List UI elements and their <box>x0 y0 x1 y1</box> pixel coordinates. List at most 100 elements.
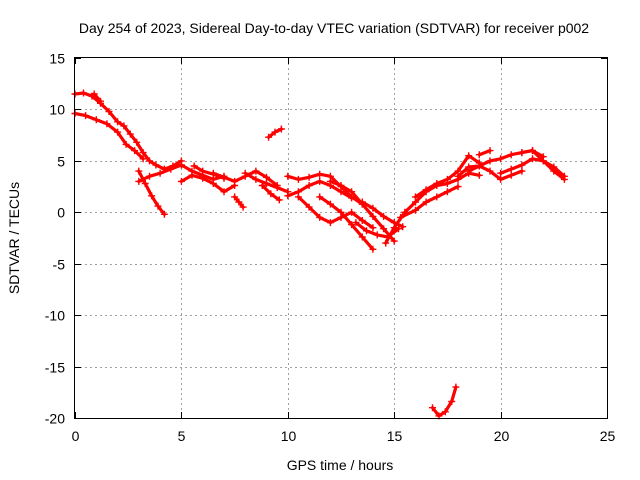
data-point <box>507 171 515 179</box>
data-point <box>433 180 441 187</box>
data-point <box>305 173 313 181</box>
data-point <box>441 408 449 416</box>
data-point <box>277 125 285 133</box>
series-line <box>384 171 481 245</box>
data-point <box>390 224 398 232</box>
data-point <box>412 193 419 201</box>
data-point <box>231 177 239 185</box>
data-point <box>475 171 483 179</box>
series-line <box>296 195 375 230</box>
data-point <box>529 155 536 163</box>
data-point <box>316 193 324 201</box>
data-point <box>135 177 143 185</box>
data-point <box>235 198 243 206</box>
data-point <box>146 157 153 165</box>
data-point <box>190 162 198 170</box>
axis-ticks <box>75 58 608 419</box>
data-point <box>433 193 441 201</box>
data-point <box>348 188 356 196</box>
data-point <box>114 118 122 126</box>
data-point <box>326 177 334 185</box>
data-point <box>263 180 270 187</box>
data-point <box>133 138 141 146</box>
data-point <box>154 202 162 210</box>
data-point <box>465 152 473 160</box>
data-point <box>337 182 345 189</box>
data-point <box>294 193 302 201</box>
data-point <box>448 398 456 405</box>
series-track-j <box>241 169 292 196</box>
data-point <box>507 151 515 159</box>
y-tick-label: 10 <box>49 102 65 118</box>
data-point <box>258 182 266 189</box>
series-track-i <box>231 193 247 211</box>
series-track-w <box>454 162 526 183</box>
series-track-v <box>412 152 483 201</box>
data-point <box>390 237 398 245</box>
data-point <box>348 208 356 216</box>
x-tick-label: 20 <box>494 428 510 444</box>
data-point <box>131 147 139 155</box>
data-point <box>265 133 273 141</box>
series-track-k <box>258 182 283 204</box>
series-track-l <box>265 125 285 141</box>
data-point <box>105 108 113 115</box>
data-point <box>275 196 283 204</box>
data-point <box>284 172 292 180</box>
series-track-a <box>71 89 185 173</box>
y-tick-label: -5 <box>53 257 66 273</box>
x-axis-tick-labels: 0 5 10 15 20 25 <box>72 428 616 444</box>
chart-title: Day 254 of 2023, Sidereal Day-to-day VTE… <box>79 20 589 36</box>
y-tick-label: -15 <box>45 360 65 376</box>
data-point <box>352 219 360 227</box>
data-point <box>348 221 356 229</box>
data-point <box>326 200 334 208</box>
data-point <box>252 167 260 175</box>
data-point <box>141 180 149 187</box>
data-point <box>373 231 381 239</box>
series-track-y <box>475 147 494 159</box>
grid <box>75 58 607 418</box>
data-point <box>126 130 134 138</box>
data-point <box>358 233 366 241</box>
series-line <box>179 173 237 194</box>
data-point <box>422 198 430 206</box>
y-tick-label: 0 <box>57 205 65 221</box>
data-point <box>220 173 228 181</box>
data-point <box>443 175 451 183</box>
data-point <box>305 182 313 189</box>
x-tick-label: 0 <box>72 428 80 444</box>
data-point <box>156 169 164 177</box>
data-point <box>120 122 128 130</box>
data-point <box>252 175 260 183</box>
data-point <box>369 212 377 220</box>
data-point <box>380 212 388 220</box>
data-point <box>267 190 275 198</box>
data-point <box>454 172 462 180</box>
data-point <box>560 172 568 180</box>
data-point <box>397 213 405 221</box>
data-point <box>443 188 451 196</box>
series-line <box>399 185 460 219</box>
data-point <box>231 193 239 201</box>
data-point <box>273 184 281 192</box>
data-point <box>284 192 292 200</box>
data-point <box>122 140 130 148</box>
data-point <box>146 172 153 180</box>
series-track-u <box>397 183 462 221</box>
series-track-f <box>177 171 239 196</box>
data-point <box>369 245 377 253</box>
data-point <box>475 151 483 159</box>
data-point <box>518 167 526 175</box>
data-point <box>80 89 87 97</box>
series-layer <box>71 89 568 420</box>
data-point <box>209 180 217 187</box>
data-point <box>429 404 436 412</box>
y-axis-tick-labels: -20 -15 -10 -5 0 5 10 15 <box>45 51 65 427</box>
data-point <box>220 188 228 196</box>
y-tick-label: 15 <box>49 51 65 67</box>
data-point <box>486 157 494 165</box>
x-tick-label: 5 <box>178 428 186 444</box>
series-line <box>73 91 183 171</box>
